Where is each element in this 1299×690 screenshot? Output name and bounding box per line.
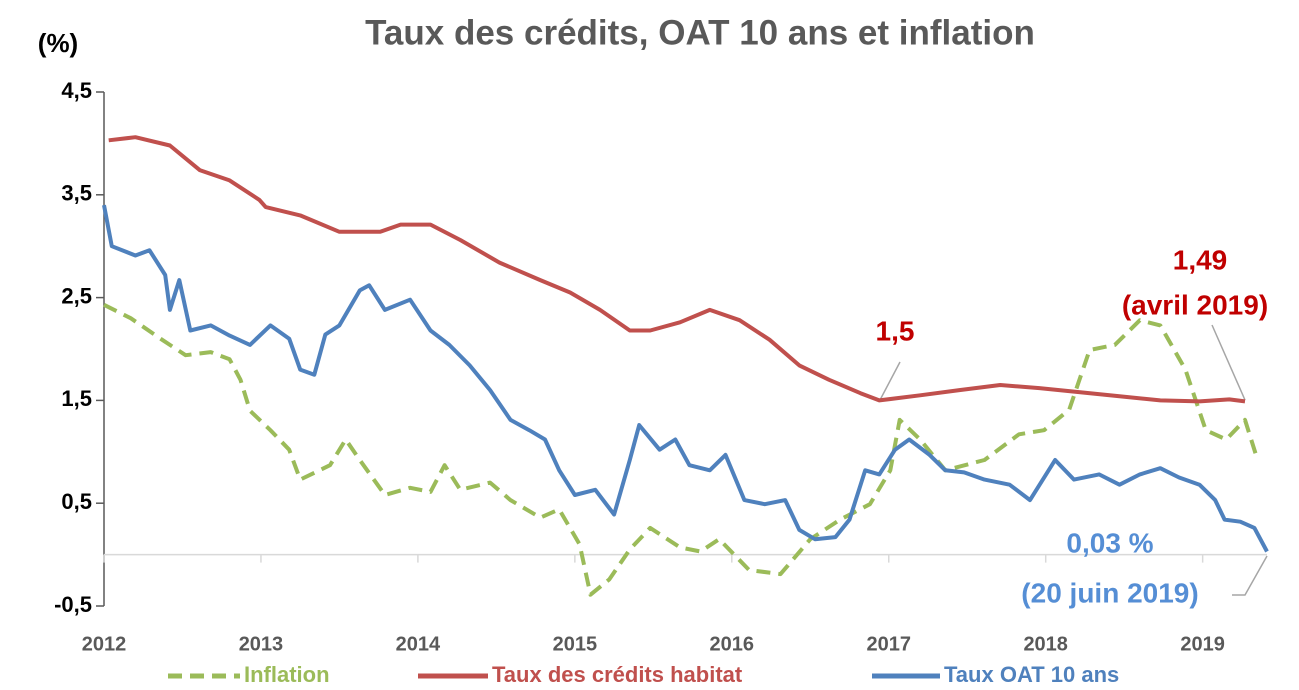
x-tick-label: 2019 bbox=[1180, 633, 1225, 655]
leader-line bbox=[879, 361, 901, 401]
series-line bbox=[102, 204, 1269, 553]
annotation: 1,5 bbox=[876, 315, 915, 346]
x-tick-label: 2016 bbox=[710, 633, 755, 655]
y-tick-label: 1,5 bbox=[61, 386, 92, 411]
x-tick-label: 2012 bbox=[82, 633, 127, 655]
annotation: 0,03 % bbox=[1066, 527, 1153, 558]
y-tick-label: 4,5 bbox=[61, 78, 92, 103]
chart-title: Taux des crédits, OAT 10 ans et inflatio… bbox=[365, 13, 1035, 52]
leader-line bbox=[1232, 555, 1268, 596]
legend-label: Taux des crédits habitat bbox=[492, 662, 743, 687]
legend-label: Inflation bbox=[244, 662, 330, 687]
leader-line bbox=[1211, 324, 1246, 401]
annotation: (20 juin 2019) bbox=[1021, 577, 1198, 608]
legend-label: Taux OAT 10 ans bbox=[944, 662, 1119, 687]
x-tick-label: 2013 bbox=[239, 633, 284, 655]
series-line bbox=[103, 303, 1260, 597]
x-tick-label: 2017 bbox=[867, 633, 912, 655]
y-axis-label: (%) bbox=[38, 28, 78, 58]
y-tick-label: 0,5 bbox=[61, 489, 92, 514]
annotation: (avril 2019) bbox=[1122, 289, 1268, 320]
y-tick-label: 2,5 bbox=[61, 283, 92, 308]
x-tick-label: 2015 bbox=[553, 633, 598, 655]
series-line bbox=[108, 135, 1246, 404]
y-tick-label: -0,5 bbox=[54, 592, 92, 617]
x-tick-label: 2014 bbox=[396, 633, 441, 655]
y-tick-label: 3,5 bbox=[61, 181, 92, 206]
annotation: 1,49 bbox=[1173, 244, 1228, 275]
x-tick-label: 2018 bbox=[1023, 633, 1068, 655]
